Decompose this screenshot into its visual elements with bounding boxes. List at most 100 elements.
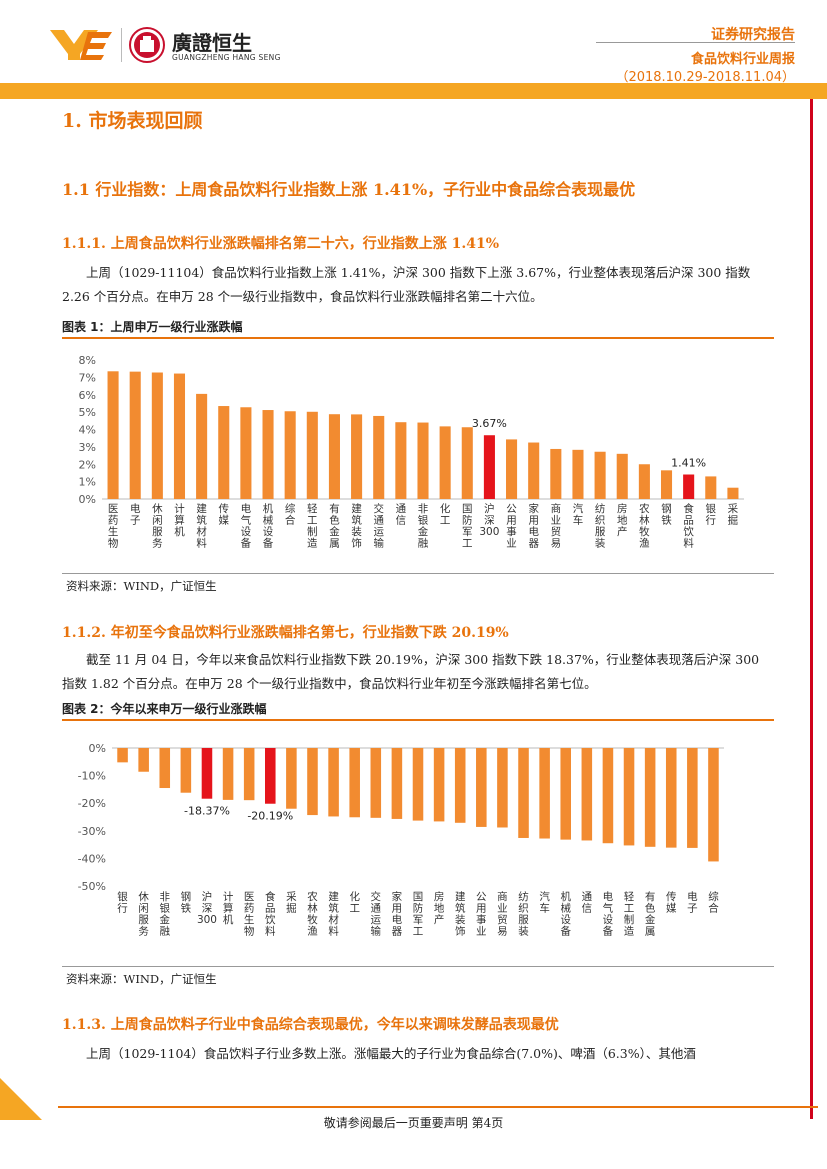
y-tick-label: -10% [78, 770, 106, 783]
date-range: （2018.10.29-2018.11.04） [615, 70, 795, 85]
bar-家用电器 [391, 748, 403, 819]
bar-公用事业 [476, 748, 487, 827]
bar-银行 [705, 476, 717, 499]
brand-en: GUANGZHENG HANG SENG [172, 53, 281, 62]
bar-综合 [284, 411, 296, 499]
y-tick-label: 5% [79, 406, 96, 419]
bar-农林牧渔 [307, 748, 318, 816]
bar-轻工制造 [623, 748, 635, 846]
x-tick-label: 农林牧渔 [639, 502, 650, 550]
logo-divider [121, 28, 122, 62]
x-tick-label: 电子 [130, 502, 141, 527]
y-tick-label: 0% [79, 493, 96, 506]
y-tick-label: -40% [78, 852, 106, 865]
x-tick-label: 电子 [687, 890, 698, 915]
bar-交通运输 [370, 748, 382, 818]
x-tick-label: 非银金融 [160, 891, 171, 938]
right-red-rule [810, 99, 813, 1119]
x-tick-label: 化工 [349, 890, 360, 915]
x-tick-label: 轻工制造 [307, 502, 318, 550]
x-tick-label: 商业贸易 [497, 890, 508, 938]
bar-通信 [395, 422, 407, 499]
section-heading-1-1-2: 1.1.2. 年初至今食品饮料行业涨跌幅排名第七，行业指数下跌 20.19% [62, 625, 509, 641]
bar-国防军工 [412, 748, 424, 821]
figure-2-title: 图表 2：今年以来申万一级行业涨跌幅 [62, 702, 267, 716]
bar-传媒 [218, 406, 230, 499]
bar-钢铁 [180, 748, 192, 793]
bar-汽车 [572, 449, 584, 499]
bar-汽车 [539, 748, 550, 839]
x-tick-label: 通信 [582, 891, 593, 915]
bar-传媒 [665, 748, 677, 848]
x-tick-label: 传媒 [219, 503, 230, 527]
footer-rule [58, 1106, 818, 1108]
bar-计算机 [222, 748, 234, 800]
figure-2-bottom-rule [62, 966, 774, 967]
y-tick-label: 4% [79, 424, 96, 437]
figure-1-bottom-rule [62, 573, 774, 574]
y-tick-label: 6% [79, 389, 96, 402]
paragraph-1-1-3: 上周（1029-1104）食品饮料子行业多数上涨。涨幅最大的子行业为食品综合(7… [86, 1046, 696, 1061]
x-tick-label: 交通运输 [373, 502, 384, 550]
bar-钢铁 [660, 470, 673, 499]
x-tick-label: 休闲服务 [152, 503, 163, 550]
bar-通信 [581, 748, 593, 841]
bar-沪深300 [201, 748, 213, 799]
x-tick-label: 化工 [440, 502, 451, 527]
x-tick-label: 银行 [706, 502, 717, 527]
x-tick-label: 综合 [708, 890, 719, 915]
bar-纺织服装 [518, 748, 529, 838]
x-tick-label: 有色金属 [645, 890, 656, 938]
x-tick-label: 公用事业 [506, 503, 517, 550]
bar-化工 [439, 426, 451, 499]
seal-icon [129, 27, 165, 63]
ye-logo-icon [50, 30, 112, 60]
x-tick-label: 采掘 [728, 503, 739, 527]
x-tick-label: 房地产 [617, 502, 628, 538]
y-tick-label: 7% [79, 371, 96, 384]
x-tick-label: 医药生物 [108, 503, 119, 550]
x-tick-label: 建筑装饰 [351, 502, 362, 550]
bar-建筑装饰 [454, 748, 466, 823]
bar-电气设备 [240, 407, 252, 499]
bar-轻工制造 [306, 411, 318, 499]
footer-text: 敬请参阅最后一页重要声明 第4页 [323, 1116, 504, 1130]
x-tick-label: 电气设备 [603, 890, 614, 938]
figure-1-title: 图表 1：上周申万一级行业涨跌幅 [62, 320, 243, 334]
data-label: -20.19% [247, 810, 293, 823]
bar-建筑材料 [328, 748, 339, 817]
x-tick-label: 计算机 [174, 502, 185, 538]
section-heading-1-1-3: 1.1.3. 上周食品饮料子行业中食品综合表现最优，今年以来调味发酵品表现最优 [62, 1017, 559, 1033]
x-tick-label: 交通运输 [371, 890, 382, 938]
data-label: 1.41% [671, 457, 706, 470]
report-type: 证券研究报告 [711, 27, 795, 43]
y-tick-label: -50% [78, 880, 106, 893]
paragraph-1-1-1: 上周（1029-11104）食品饮料行业指数上涨 1.41%，沪深 300 指数… [62, 265, 751, 304]
figure-2-source: 资料来源：WIND，广证恒生 [66, 972, 217, 986]
x-tick-label: 钢铁 [181, 890, 192, 915]
x-tick-label: 综合 [285, 502, 296, 527]
bar-有色金属 [328, 414, 340, 499]
figure-1-top-rule [62, 337, 774, 339]
bar-采掘 [286, 748, 297, 809]
bar-沪深300 [483, 435, 495, 499]
bar-家用电器 [528, 442, 540, 499]
bar-综合 [708, 748, 719, 862]
x-tick-label: 汽车 [573, 502, 584, 527]
bar-休闲服务 [138, 748, 149, 772]
x-tick-label: 房地产 [434, 890, 445, 926]
bar-商业贸易 [550, 448, 562, 499]
x-tick-label: 沪深 300 [479, 502, 499, 538]
bar-医药生物 [243, 748, 255, 801]
data-label: -18.37% [184, 805, 230, 818]
report-name: 食品饮料行业周报 [690, 52, 795, 67]
x-tick-label: 食品饮料 [265, 890, 276, 938]
bar-农林牧渔 [638, 464, 650, 499]
header-rule [596, 42, 795, 43]
x-tick-label: 建筑材料 [196, 502, 207, 550]
x-tick-label: 轻工制造 [624, 890, 635, 938]
section-heading-1: 1. 市场表现回顾 [62, 110, 203, 132]
y-tick-label: -30% [78, 825, 106, 838]
bar-银行 [117, 748, 128, 763]
